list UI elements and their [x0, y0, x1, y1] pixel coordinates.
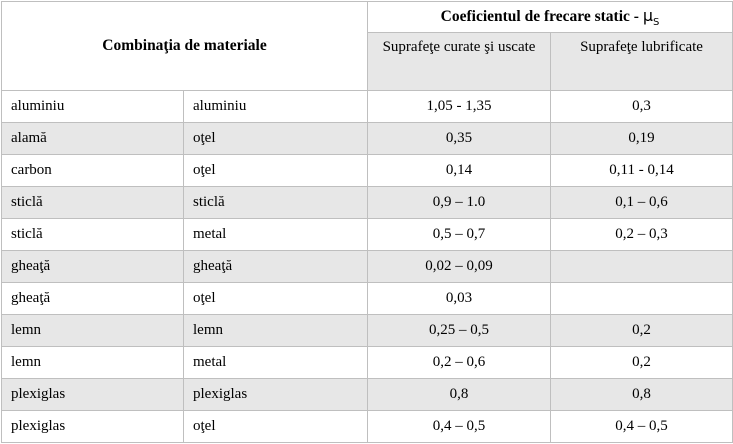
material-2-cell: aluminiu	[182, 90, 369, 123]
clean-dry-value-cell: 0,35	[367, 122, 552, 155]
lubricated-value-cell: 0,8	[550, 378, 733, 411]
material-1-cell: aluminiu	[1, 90, 184, 123]
lubricated-value-cell: 0,2	[550, 346, 733, 379]
clean-dry-value-cell: 0,8	[367, 378, 552, 411]
material-2-cell: plexiglas	[182, 378, 369, 411]
clean-dry-value-cell: 1,05 - 1,35	[367, 90, 552, 123]
material-2-cell: oţel	[182, 122, 369, 155]
table-row: sticlă metal 0,5 – 0,7 0,2 – 0,3	[1, 218, 733, 251]
material-2-cell: oţel	[182, 410, 369, 443]
material-1-cell: carbon	[1, 154, 184, 187]
table-row: plexiglas plexiglas 0,8 0,8	[1, 378, 733, 411]
lubricated-value-cell: 0,3	[550, 90, 733, 123]
lubricated-value-cell: 0,19	[550, 122, 733, 155]
table-row: gheaţă oţel 0,03	[1, 282, 733, 315]
clean-dry-value-cell: 0,02 – 0,09	[367, 250, 552, 283]
material-2-cell: gheaţă	[182, 250, 369, 283]
clean-dry-value-cell: 0,2 – 0,6	[367, 346, 552, 379]
static-friction-coefficient-header: Coeficientul de frecare static - µS	[367, 1, 733, 33]
lubricated-value-cell: 0,4 – 0,5	[550, 410, 733, 443]
clean-dry-value-cell: 0,25 – 0,5	[367, 314, 552, 347]
material-1-cell: plexiglas	[1, 378, 184, 411]
clean-dry-value-cell: 0,14	[367, 154, 552, 187]
clean-dry-surfaces-header: Suprafeţe curate şi uscate	[367, 32, 552, 91]
table-row: lemn metal 0,2 – 0,6 0,2	[1, 346, 733, 379]
clean-dry-value-cell: 0,4 – 0,5	[367, 410, 552, 443]
table-row: carbon oţel 0,14 0,11 - 0,14	[1, 154, 733, 187]
table-row: lemn lemn 0,25 – 0,5 0,2	[1, 314, 733, 347]
table-body: aluminiu aluminiu 1,05 - 1,35 0,3 alamă oţel 0…	[1, 90, 733, 443]
material-2-cell: lemn	[182, 314, 369, 347]
table-row: aluminiu aluminiu 1,05 - 1,35 0,3	[1, 90, 733, 123]
material-2-cell: sticlă	[182, 186, 369, 219]
material-1-cell: sticlă	[1, 186, 184, 219]
material-1-cell: gheaţă	[1, 282, 184, 315]
lubricated-value-cell	[550, 282, 733, 315]
material-1-cell: gheaţă	[1, 250, 184, 283]
material-1-cell: lemn	[1, 346, 184, 379]
table-row: sticlă sticlă 0,9 – 1.0 0,1 – 0,6	[1, 186, 733, 219]
lubricated-value-cell: 0,11 - 0,14	[550, 154, 733, 187]
material-1-cell: plexiglas	[1, 410, 184, 443]
material-1-cell: alamă	[1, 122, 184, 155]
lubricated-value-cell: 0,1 – 0,6	[550, 186, 733, 219]
material-2-cell: oţel	[182, 282, 369, 315]
clean-dry-value-cell: 0,03	[367, 282, 552, 315]
table-row: gheaţă gheaţă 0,02 – 0,09	[1, 250, 733, 283]
lubricated-surfaces-header: Suprafeţe lubrificate	[550, 32, 733, 91]
table-row: plexiglas oţel 0,4 – 0,5 0,4 – 0,5	[1, 410, 733, 443]
material-combination-header: Combinaţia de materiale	[0, 1, 369, 91]
table-row: alamă oţel 0,35 0,19	[1, 122, 733, 155]
material-2-cell: metal	[182, 218, 369, 251]
material-2-cell: oţel	[182, 154, 369, 187]
coefficient-label: Coeficientul de frecare static -	[440, 7, 643, 25]
lubricated-value-cell: 0,2	[550, 314, 733, 347]
mu-symbol: µS	[642, 5, 660, 29]
clean-dry-value-cell: 0,5 – 0,7	[367, 218, 552, 251]
material-1-cell: sticlă	[1, 218, 184, 251]
material-2-cell: metal	[182, 346, 369, 379]
material-1-cell: lemn	[1, 314, 184, 347]
clean-dry-value-cell: 0,9 – 1.0	[367, 186, 552, 219]
lubricated-value-cell	[550, 250, 733, 283]
lubricated-value-cell: 0,2 – 0,3	[550, 218, 733, 251]
